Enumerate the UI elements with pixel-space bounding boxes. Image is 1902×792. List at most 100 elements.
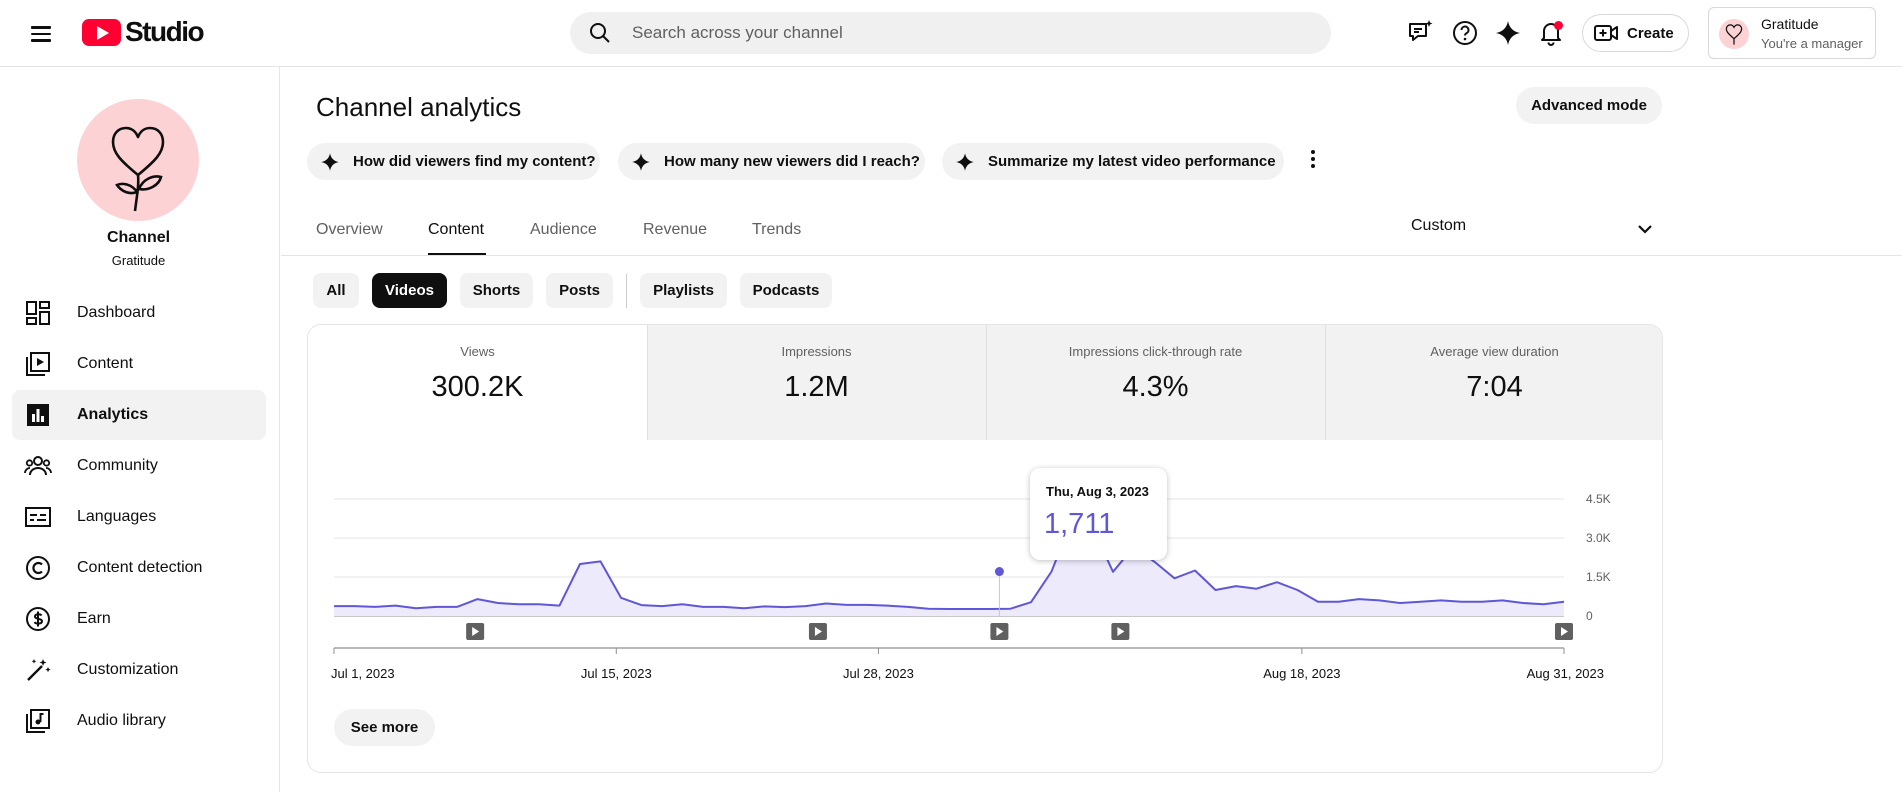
metric-views[interactable]: Views 300.2K — [308, 325, 647, 440]
analytics-card: Views 300.2K Impressions 1.2M Impression… — [307, 324, 1663, 773]
notifications-icon[interactable] — [1536, 18, 1566, 48]
metric-ctr[interactable]: Impressions click-through rate 4.3% — [986, 325, 1325, 440]
tab-audience[interactable]: Audience — [530, 221, 597, 238]
sidebar-item-customization[interactable]: Customization — [12, 645, 266, 695]
see-more-button[interactable]: See more — [334, 709, 435, 746]
sidebar-item-label: Audio library — [77, 712, 166, 729]
sidebar-item-dashboard[interactable]: Dashboard — [12, 288, 266, 338]
suggestion-chip-find-content[interactable]: How did viewers find my content? — [307, 143, 600, 180]
more-options-icon[interactable] — [1305, 147, 1321, 175]
studio-logo[interactable]: Studio — [82, 16, 205, 48]
avatar — [1719, 19, 1749, 49]
metric-label: Impressions click-through rate — [1068, 344, 1243, 359]
sidebar-item-languages[interactable]: Languages — [12, 492, 266, 542]
chip-videos[interactable]: Videos — [372, 273, 447, 308]
search-input[interactable] — [632, 12, 1312, 54]
search-icon[interactable] — [588, 21, 612, 45]
analytics-icon — [27, 404, 49, 426]
tab-overview[interactable]: Overview — [316, 221, 383, 238]
sparkle-icon — [321, 152, 339, 171]
metric-separator — [647, 325, 648, 440]
metric-separator — [1325, 325, 1326, 440]
chip-podcasts[interactable]: Podcasts — [740, 273, 832, 308]
feedback-icon[interactable] — [1406, 18, 1436, 48]
metric-label: Views — [460, 344, 495, 359]
series-area — [334, 519, 1564, 616]
date-range-label: Custom — [1411, 217, 1467, 234]
tooltip-value: 1,711 — [1044, 508, 1115, 540]
sidebar-item-label: Earn — [77, 610, 111, 627]
suggestion-label: How many new viewers did I reach? — [664, 153, 920, 170]
create-button[interactable]: Create — [1582, 14, 1689, 52]
chevron-down-icon — [1638, 225, 1652, 234]
metric-label: Impressions — [781, 344, 852, 359]
play-icon — [996, 627, 1004, 636]
chip-posts[interactable]: Posts — [546, 273, 613, 308]
search-bar[interactable] — [570, 12, 1331, 54]
metric-impressions[interactable]: Impressions 1.2M — [647, 325, 986, 440]
chip-playlists[interactable]: Playlists — [640, 273, 727, 308]
x-tick-label: Aug 31, 2023 — [1527, 666, 1604, 681]
sidebar-item-content-detection[interactable]: Content detection — [12, 543, 266, 593]
customization-icon — [27, 659, 51, 681]
date-range-dropdown[interactable]: Custom — [1411, 215, 1661, 251]
community-icon — [24, 456, 52, 476]
metric-value: 1.2M — [784, 371, 849, 403]
sidebar-item-audio-library[interactable]: Audio library — [12, 696, 266, 746]
metric-avg-view-duration[interactable]: Average view duration 7:04 — [1325, 325, 1662, 440]
sparkle-icon — [956, 152, 974, 171]
create-label: Create — [1627, 24, 1674, 42]
x-tick-label: Jul 28, 2023 — [843, 666, 914, 681]
x-tick-label: Jul 1, 2023 — [331, 666, 395, 681]
tooltip-date: Thu, Aug 3, 2023 — [1046, 484, 1149, 499]
languages-icon — [25, 507, 51, 527]
y-tick-label: 1.5K — [1586, 570, 1611, 584]
help-icon[interactable] — [1450, 18, 1480, 48]
dashboard-icon — [26, 301, 50, 325]
audio-library-icon — [26, 709, 50, 733]
x-tick-label: Jul 15, 2023 — [581, 666, 652, 681]
channel-name: Gratitude — [111, 253, 166, 268]
play-icon — [1561, 627, 1568, 636]
suggestion-chip-summarize-video[interactable]: Summarize my latest video performance — [942, 143, 1284, 180]
y-tick-label: 4.5K — [1586, 492, 1611, 506]
sidebar-item-label: Content detection — [77, 559, 203, 576]
metric-label: Average view duration — [1430, 344, 1559, 359]
sidebar-item-label: Content — [77, 355, 134, 372]
sparkle-icon — [632, 152, 650, 171]
play-icon — [472, 627, 480, 636]
y-tick-label: 0 — [1586, 609, 1593, 623]
tab-trends[interactable]: Trends — [752, 221, 802, 238]
channel-avatar[interactable] — [77, 99, 199, 221]
sparkle-icon[interactable] — [1493, 18, 1523, 48]
chip-all[interactable]: All — [313, 273, 359, 308]
sidebar-item-label: Languages — [77, 508, 157, 525]
account-name: Gratitude — [1761, 16, 1819, 32]
active-tab-indicator — [428, 253, 486, 256]
suggestion-chip-new-viewers[interactable]: How many new viewers did I reach? — [618, 143, 925, 180]
sidebar-item-earn[interactable]: Earn — [12, 594, 266, 644]
metric-value: 300.2K — [431, 371, 524, 403]
sidebar-item-community[interactable]: Community — [12, 441, 266, 491]
y-tick-label: 3.0K — [1586, 531, 1611, 545]
channel-title: Channel — [106, 229, 171, 246]
sidebar-item-content[interactable]: Content — [12, 339, 266, 389]
top-bar: Studio Create Gratitude You're a manager — [0, 0, 1902, 67]
content-detection-icon — [26, 556, 50, 580]
heart-flower-icon — [1725, 24, 1743, 45]
account-switcher[interactable]: Gratitude You're a manager — [1708, 7, 1876, 59]
create-video-icon — [1594, 25, 1618, 41]
logo-text: Studio — [125, 16, 205, 47]
play-icon — [1117, 627, 1125, 636]
tab-revenue[interactable]: Revenue — [643, 221, 708, 238]
advanced-mode-button[interactable]: Advanced mode — [1516, 87, 1662, 124]
metric-separator — [986, 325, 987, 440]
sidebar-item-analytics[interactable]: Analytics — [12, 390, 266, 440]
menu-icon[interactable] — [26, 22, 56, 46]
heart-flower-icon — [111, 126, 165, 212]
suggestion-label: Summarize my latest video performance — [988, 153, 1276, 170]
page-title: Channel analytics — [316, 92, 522, 122]
chip-shorts[interactable]: Shorts — [460, 273, 533, 308]
tab-content[interactable]: Content — [428, 221, 485, 238]
